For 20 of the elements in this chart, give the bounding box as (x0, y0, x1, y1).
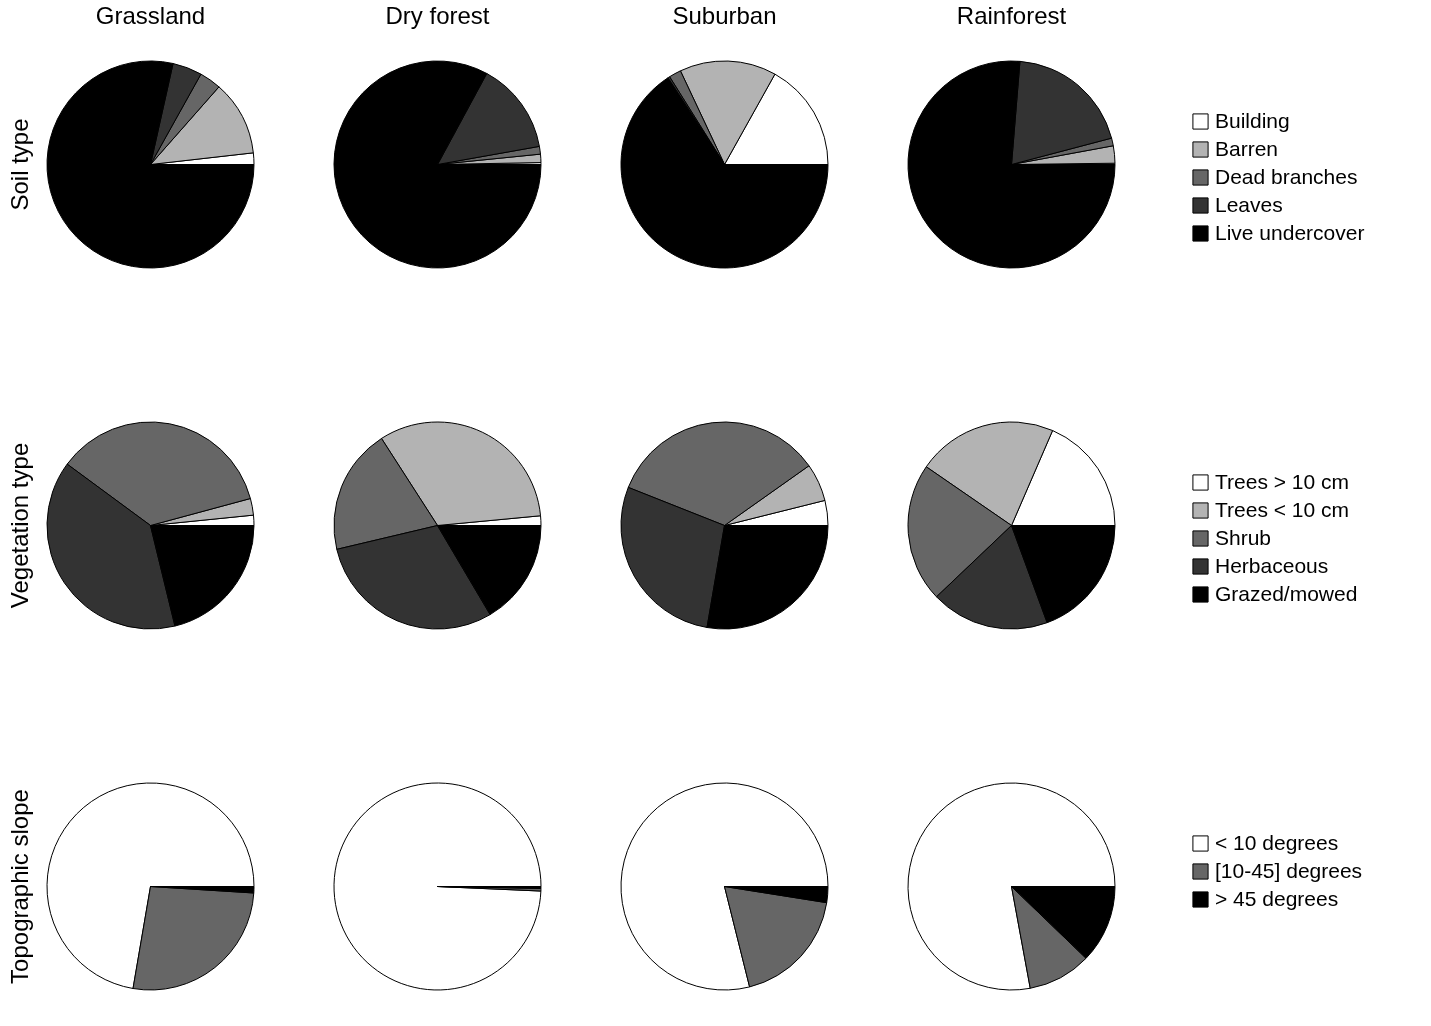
legend-label: Barren (1215, 136, 1279, 160)
legend-label: Herbaceous (1215, 553, 1329, 577)
chart-title: Dry forest (385, 2, 490, 29)
chart-title: Rainforest (956, 2, 1067, 29)
legend-label: Leaves (1215, 192, 1283, 216)
legend-label: Trees > 10 cm (1215, 469, 1350, 493)
legend-label: < 10 degrees (1215, 830, 1339, 854)
text: Topographic slope (6, 789, 33, 984)
legend-label: Dead branches (1215, 164, 1358, 188)
legend-label: Live undercover (1215, 220, 1365, 244)
chart-title: Suburban (672, 2, 777, 29)
text: Vegetation type (6, 442, 33, 609)
legend-label: Building (1215, 108, 1290, 132)
text: Soil type (6, 118, 33, 211)
legend-label: Trees < 10 cm (1215, 497, 1350, 521)
legend-label: > 45 degrees (1215, 886, 1339, 910)
legend-label: Shrub (1215, 525, 1272, 549)
legend-label: [10-45] degrees (1215, 858, 1363, 882)
chart-title: Grassland (95, 2, 206, 29)
legend-label: Grazed/mowed (1215, 581, 1358, 605)
